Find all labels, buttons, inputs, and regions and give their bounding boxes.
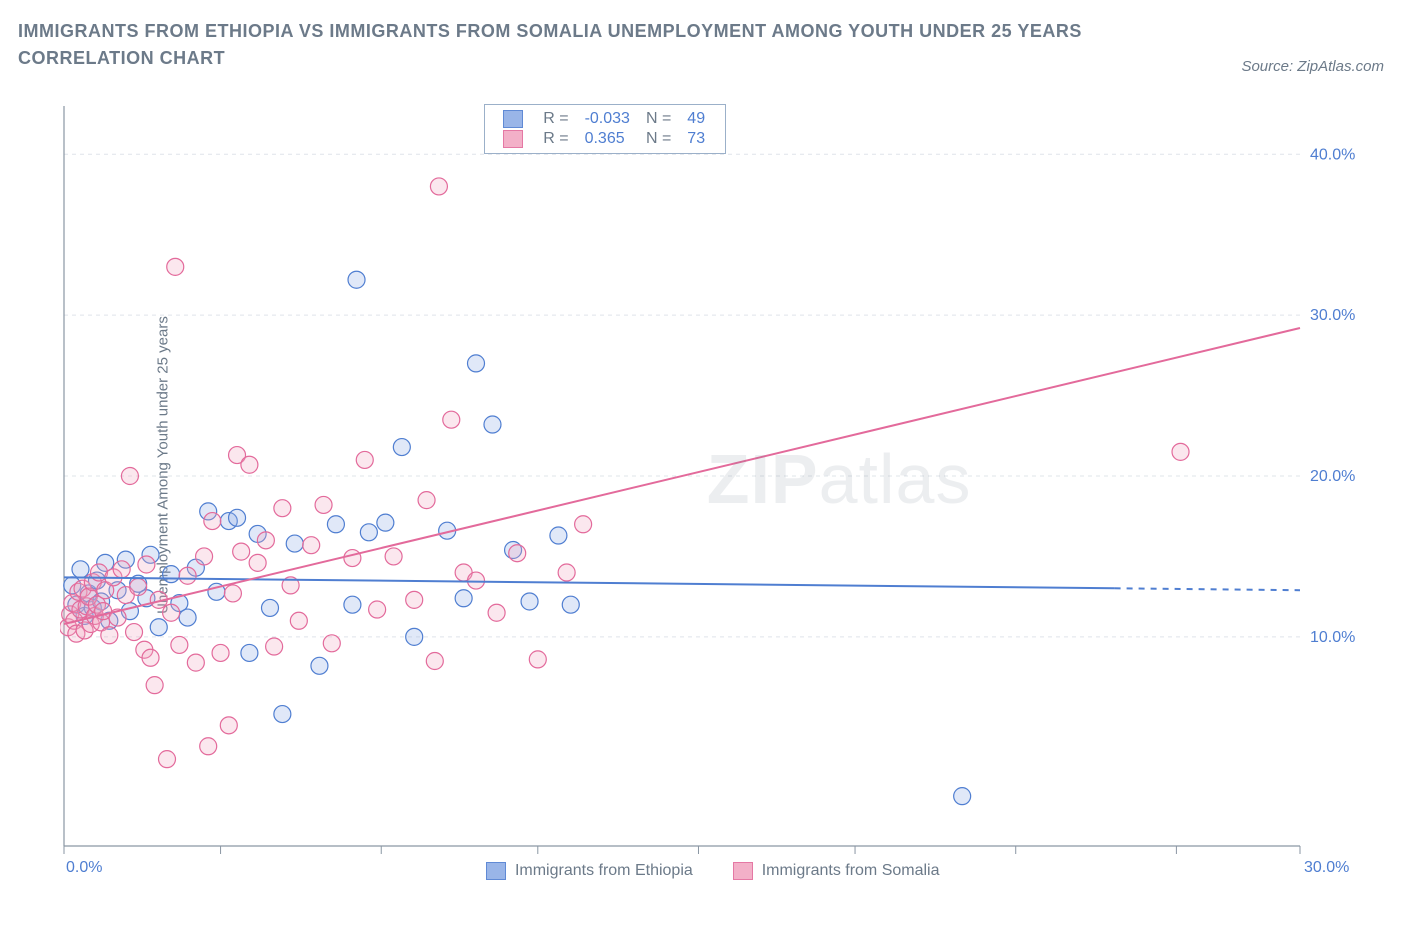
legend-R-value-ethiopia: -0.033	[577, 109, 638, 129]
scatter-chart: 0.0%30.0%10.0%20.0%30.0%40.0%	[60, 100, 1366, 880]
legend-R-value-somalia: 0.365	[577, 129, 638, 149]
legend-swatch-somalia	[503, 130, 523, 148]
legend-swatch-ethiopia	[486, 862, 506, 880]
legend-R-label: R =	[535, 109, 576, 129]
legend-N-label: N =	[638, 129, 679, 149]
legend-stats-table: R = -0.033 N = 49 R = 0.365 N = 73	[495, 109, 713, 149]
legend-label-ethiopia: Immigrants from Ethiopia	[515, 862, 693, 879]
chart-container: IMMIGRANTS FROM ETHIOPIA VS IMMIGRANTS F…	[0, 0, 1406, 930]
legend-swatch-ethiopia	[503, 110, 523, 128]
legend-N-value-somalia: 73	[679, 129, 713, 149]
legend-N-label: N =	[638, 109, 679, 129]
legend-label-somalia: Immigrants from Somalia	[762, 862, 940, 879]
legend-R-label: R =	[535, 129, 576, 149]
svg-text:30.0%: 30.0%	[1310, 307, 1355, 324]
source-citation: Source: ZipAtlas.com	[1241, 58, 1384, 75]
legend-swatch-somalia	[733, 862, 753, 880]
svg-text:20.0%: 20.0%	[1310, 468, 1355, 485]
legend-N-value-ethiopia: 49	[679, 109, 713, 129]
chart-title: IMMIGRANTS FROM ETHIOPIA VS IMMIGRANTS F…	[18, 18, 1186, 72]
legend-item-somalia: Immigrants from Somalia	[733, 862, 939, 880]
legend-bottom: Immigrants from Ethiopia Immigrants from…	[60, 862, 1366, 880]
svg-text:10.0%: 10.0%	[1310, 629, 1355, 646]
plot-area: 0.0%30.0%10.0%20.0%30.0%40.0% ZIPatlas R…	[60, 100, 1366, 880]
svg-text:40.0%: 40.0%	[1310, 146, 1355, 163]
legend-item-ethiopia: Immigrants from Ethiopia	[486, 862, 692, 880]
legend-stats-box: R = -0.033 N = 49 R = 0.365 N = 73	[484, 104, 726, 154]
legend-row-ethiopia: R = -0.033 N = 49	[495, 109, 713, 129]
legend-row-somalia: R = 0.365 N = 73	[495, 129, 713, 149]
